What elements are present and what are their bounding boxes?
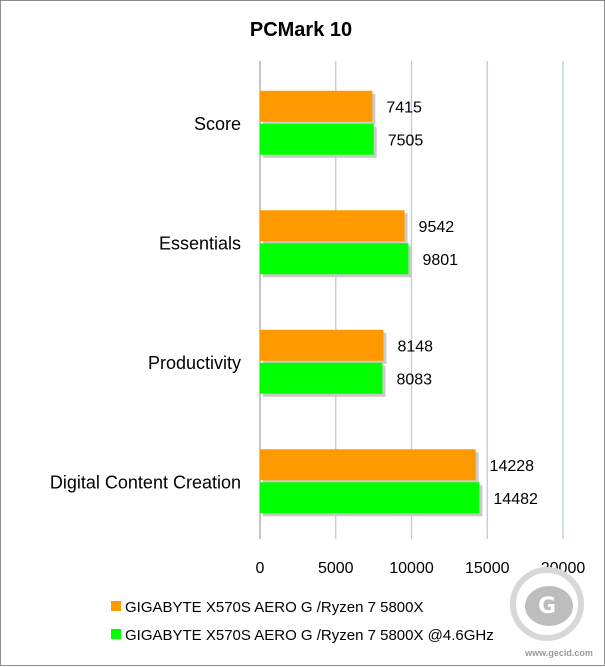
legend: GIGABYTE X570S AERO G /Ryzen 7 5800X GIGA… (111, 599, 494, 644)
svg-text:G: G (538, 594, 556, 619)
x-tick-labels: 0 5000 10000 15000 20000 (256, 560, 586, 577)
data-label: 9542 (419, 219, 455, 236)
bar (260, 210, 405, 242)
data-label: 8083 (396, 371, 432, 388)
category-label: Essentials (159, 233, 241, 253)
legend-label: GIGABYTE X570S AERO G /Ryzen 7 5800X (125, 599, 423, 616)
category-labels: Score Essentials Productivity Digital Conte… (50, 114, 241, 493)
bar (260, 482, 480, 514)
bar (260, 90, 373, 122)
data-label: 7505 (388, 132, 424, 149)
data-label: 14228 (490, 458, 535, 475)
x-tick-label: 5000 (318, 560, 354, 577)
data-label: 14482 (493, 491, 538, 508)
category-label: Productivity (148, 353, 241, 373)
gecid-logo: G www.gecid.com (510, 567, 593, 658)
legend-swatch (111, 601, 121, 611)
chart-title: PCMark 10 (250, 19, 352, 41)
bar (260, 362, 383, 394)
bar (260, 243, 409, 275)
legend-swatch (111, 629, 121, 639)
watermark-text: www.gecid.com (524, 648, 593, 658)
x-tick-label: 10000 (389, 560, 434, 577)
legend-label: GIGABYTE X570S AERO G /Ryzen 7 5800X @4.… (125, 627, 494, 644)
category-label: Digital Content Creation (50, 472, 241, 492)
bars (260, 90, 483, 517)
x-tick-label: 15000 (465, 560, 510, 577)
bar (260, 123, 374, 155)
data-label: 8148 (397, 338, 433, 355)
x-tick-label: 0 (256, 560, 265, 577)
bar (260, 449, 476, 481)
bar (260, 329, 384, 361)
category-label: Score (194, 114, 241, 134)
data-label: 9801 (422, 252, 458, 269)
data-label: 7415 (386, 99, 422, 116)
data-labels: 7415 7505 9542 9801 8148 8083 14228 14482 (386, 99, 538, 508)
